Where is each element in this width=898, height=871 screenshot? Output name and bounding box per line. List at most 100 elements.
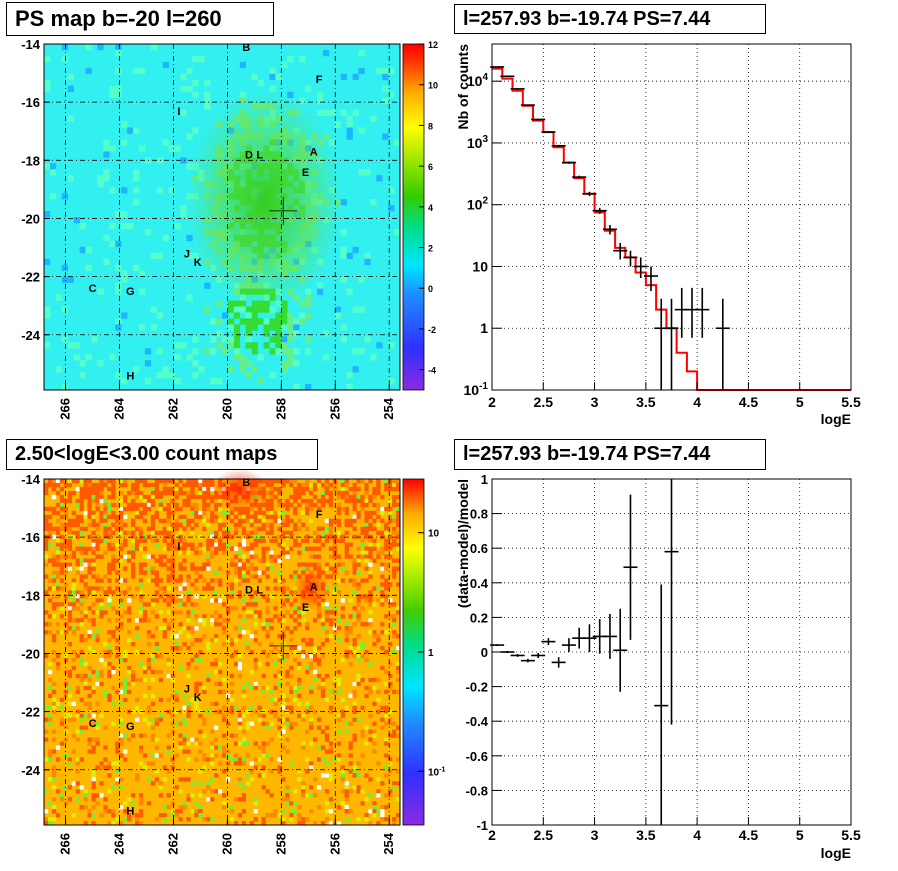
map-pixel [127, 530, 132, 535]
map-pixel [198, 479, 203, 484]
map-pixel [99, 498, 104, 504]
map-pixel [245, 781, 250, 786]
map-pixel [142, 610, 148, 615]
map-pixel [233, 530, 239, 535]
map-pixel [44, 518, 49, 524]
map-pixel [127, 490, 132, 496]
map-pixel [316, 725, 322, 730]
map-pixel [225, 777, 231, 782]
map-pixel [265, 813, 270, 818]
map-pixel [91, 510, 96, 516]
map-pixel [131, 550, 136, 555]
map-pixel [144, 228, 152, 236]
map-pixel [198, 813, 203, 818]
map-pixel [47, 578, 53, 583]
map-pixel [309, 721, 314, 726]
map-pixel [364, 336, 371, 343]
map-pixel [227, 300, 235, 307]
map-pixel [241, 741, 247, 746]
map-pixel [376, 638, 381, 643]
map-pixel [111, 813, 116, 818]
map-pixel [51, 570, 57, 575]
map-pixel [71, 606, 76, 611]
map-pixel [142, 502, 148, 508]
map-pixel [277, 673, 282, 679]
map-pixel [142, 546, 148, 551]
map-pixel [162, 372, 169, 379]
ps-map-panel: 266 264 262 260 258 256 254-14-16-18-20-22-24B… [21, 37, 438, 420]
map-pixel [134, 717, 140, 722]
map-pixel [316, 566, 322, 571]
map-pixel [273, 538, 278, 543]
map-pixel [182, 538, 187, 543]
map-pixel [190, 486, 195, 492]
map-pixel [111, 685, 116, 691]
map-pixel [107, 602, 112, 607]
map-pixel [277, 570, 282, 575]
map-pixel [194, 638, 199, 643]
map-pixel [312, 669, 318, 675]
map-pixel [245, 570, 250, 575]
map-pixel [178, 562, 183, 567]
map-pixel [154, 769, 160, 774]
map-pixel [233, 753, 239, 758]
map-pixel [301, 789, 306, 794]
map-pixel [87, 546, 92, 551]
map-pixel [210, 789, 215, 794]
map-pixel [91, 490, 96, 496]
map-pixel [158, 558, 163, 563]
map-pixel [299, 97, 306, 104]
plot-frame [491, 43, 852, 391]
map-pixel [364, 741, 369, 746]
map-pixel [293, 479, 298, 484]
map-pixel [336, 741, 341, 746]
map-pixel [79, 590, 84, 595]
map-pixel [289, 546, 294, 551]
map-pixel [293, 494, 298, 500]
map-pixel [336, 562, 341, 567]
map-pixel [55, 510, 61, 516]
map-pixel [107, 530, 112, 535]
map-pixel [206, 646, 211, 651]
map-pixel [154, 817, 160, 822]
map-pixel [99, 554, 104, 559]
map-pixel [67, 566, 72, 571]
map-pixel [79, 360, 86, 367]
map-pixel [225, 582, 231, 587]
map-pixel [67, 606, 72, 611]
map-pixel [186, 598, 191, 603]
map-pixel [340, 709, 345, 714]
map-pixel [360, 550, 365, 555]
map-pixel [352, 578, 357, 583]
map-pixel [75, 534, 80, 539]
map-pixel [194, 570, 199, 575]
map-pixel [146, 618, 152, 623]
map-pixel [138, 594, 144, 599]
map-pixel [55, 554, 61, 559]
map-pixel [316, 562, 322, 567]
map-pixel [67, 761, 72, 766]
map-pixel [51, 602, 57, 607]
map-pixel [218, 661, 223, 667]
map-pixel [115, 542, 120, 547]
map-pixel [293, 606, 298, 611]
map-pixel [79, 372, 86, 379]
map-pixel [44, 705, 49, 710]
map-pixel [289, 685, 294, 691]
map-pixel [229, 817, 235, 822]
map-pixel [358, 276, 365, 283]
map-pixel [75, 498, 80, 504]
map-pixel [83, 526, 88, 531]
map-pixel [47, 530, 53, 535]
map-pixel [95, 725, 100, 730]
map-pixel [253, 530, 258, 535]
map-pixel [194, 657, 199, 663]
map-pixel [186, 494, 191, 500]
map-pixel [301, 610, 306, 615]
map-pixel [265, 506, 270, 512]
map-pixel [150, 733, 156, 738]
map-pixel [158, 677, 163, 683]
map-pixel [293, 486, 298, 492]
map-pixel [241, 729, 247, 734]
map-pixel [301, 618, 306, 623]
